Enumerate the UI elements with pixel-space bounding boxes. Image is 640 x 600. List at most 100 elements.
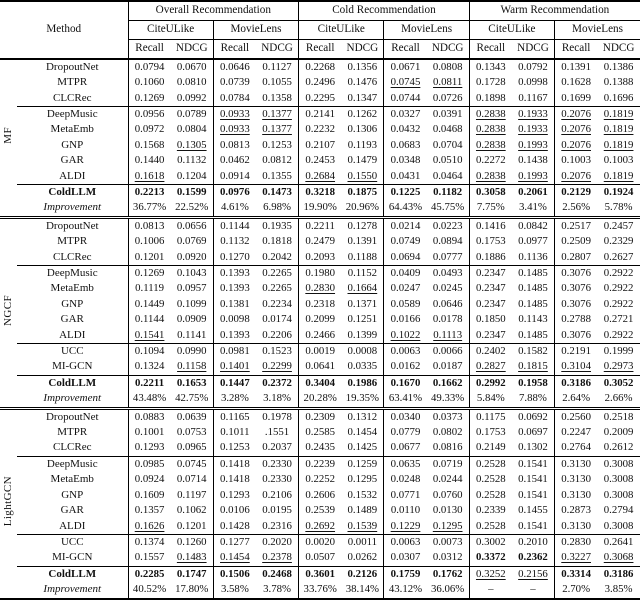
metric-value: 0.2339 xyxy=(468,503,512,519)
metric-value: 3.78% xyxy=(263,583,291,596)
metric-value: 0.0726 xyxy=(426,90,470,107)
metric-value: 0.2156 xyxy=(518,567,548,580)
metric-value: 0.1958 xyxy=(518,376,548,389)
metric-value: 0.0589 xyxy=(383,296,427,313)
metric-header-recall: Recall xyxy=(383,39,427,60)
metric-value: 0.0957 xyxy=(176,282,207,295)
metric-value: 40.52% xyxy=(127,582,171,599)
backbone-label-text: LightGCN xyxy=(2,476,14,527)
improvement-row: Improvement 43.48% 42.75% 3.28% 3.18% 20.28% 1… xyxy=(0,391,640,410)
metric-value: 0.1924 xyxy=(603,185,634,198)
metric-value: 0.2528 xyxy=(468,487,512,504)
metric-value: 0.2347 xyxy=(468,296,512,313)
metric-value: 0.2347 xyxy=(468,265,512,282)
metric-value: 0.1393 xyxy=(212,281,256,297)
metric-value: 0.0804 xyxy=(176,123,207,136)
metric-value: 0.0914 xyxy=(212,168,256,185)
metric-value: 0.2922 xyxy=(603,297,634,310)
metric-header-ndcg: NDCG xyxy=(597,39,640,60)
metric-value: 0.1485 xyxy=(518,267,548,279)
metric-value: 0.1152 xyxy=(347,267,377,279)
metric-value: 0.3130 xyxy=(554,456,598,473)
metric-value: 0.1759 xyxy=(383,566,427,583)
metric-value: 0.2612 xyxy=(597,440,640,457)
metric-value: 0.1728 xyxy=(468,75,512,91)
metric-value: 0.1260 xyxy=(176,535,207,548)
metric-value: 0.0998 xyxy=(518,76,548,89)
metric-value: 19.90% xyxy=(298,200,342,219)
method-header: Method xyxy=(0,1,128,60)
metric-value: 0.2247 xyxy=(554,425,598,441)
method-cell: DropoutNet xyxy=(45,410,99,423)
metric-value: 0.2378 xyxy=(255,550,299,567)
metric-value: 64.43% xyxy=(383,200,427,219)
metric-header-ndcg: NDCG xyxy=(511,39,555,60)
metric-value: 0.1485 xyxy=(511,327,555,345)
metric-value: 0.2692 xyxy=(298,518,342,535)
metric-value: 33.76% xyxy=(298,582,342,599)
metric-value: 0.0098 xyxy=(212,312,256,328)
metric-value: 0.2239 xyxy=(298,456,342,473)
metric-value: 0.2141 xyxy=(298,106,342,123)
metric-value: 0.0008 xyxy=(347,345,378,358)
metric-value: 0.2285 xyxy=(127,566,171,583)
metric-value: 0.0769 xyxy=(176,235,207,248)
table-row: GNP 0.1609 0.1197 0.1293 0.2106 0.2606 0.1532 0… xyxy=(0,487,640,504)
results-table-body: MF DropoutNet 0.0794 0.0670 0.0646 0.1127 0.22… xyxy=(0,58,640,599)
metric-value: 3.85% xyxy=(604,583,633,596)
metric-header-recall: Recall xyxy=(554,39,598,60)
metric-value: 0.1144 xyxy=(127,312,171,328)
metric-value: 7.75% xyxy=(468,200,512,219)
metric-value: 0.1391 xyxy=(347,235,378,248)
metric-value: 0.0745 xyxy=(383,75,427,91)
table-row: MTPR 0.1006 0.0769 0.1132 0.1818 0.2479 0.1391… xyxy=(0,234,640,250)
method-cell: MetaEmb xyxy=(50,123,94,136)
table-row: NGCF DropoutNet 0.0813 0.0656 0.1144 0.1935 0.… xyxy=(0,217,640,410)
metric-value: 0.2265 xyxy=(262,282,292,295)
metric-value: 0.0990 xyxy=(176,345,207,358)
method-cell: MTPR xyxy=(57,235,88,248)
metric-value: 0.0976 xyxy=(212,184,256,201)
metric-value: 0.1696 xyxy=(597,90,640,107)
method-cell: MI-GCN xyxy=(17,550,128,567)
metric-value: 0.0162 xyxy=(383,359,427,376)
metric-value: 0.0464 xyxy=(426,168,470,185)
table-row: LightGCN DropoutNet 0.0883 0.0639 0.1165 0.19… xyxy=(0,408,640,527)
metric-value: 0.1626 xyxy=(127,518,171,535)
improvement-row: Improvement 40.52% 17.80% 3.58% 3.78% 33.76% 3… xyxy=(0,582,640,599)
metric-value: 0.1001 xyxy=(127,425,171,441)
method-cell: GNP xyxy=(61,138,84,151)
metric-value: 0.1113 xyxy=(426,327,470,345)
table-row: DeepMusic 0.0985 0.0745 0.1418 0.2330 0.2239 0… xyxy=(0,456,640,473)
metric-value: 0.1747 xyxy=(176,567,207,580)
metric-value: 0.0174 xyxy=(262,313,292,326)
metric-value: 0.1425 xyxy=(341,440,384,457)
metric-value: 0.2585 xyxy=(298,425,342,441)
metric-value: 0.0248 xyxy=(383,472,427,488)
metric-value: 0.2347 xyxy=(468,281,512,297)
metric-value: 0.1898 xyxy=(468,90,512,107)
metric-value: 0.1132 xyxy=(212,234,256,250)
metric-value: 0.1933 xyxy=(518,107,548,120)
metric-header-ndcg: NDCG xyxy=(426,39,470,60)
metric-value: 19.35% xyxy=(341,391,384,410)
metric-value: 0.0894 xyxy=(432,235,463,248)
metric-value: 0.1819 xyxy=(603,107,634,120)
metric-value: 0.1416 xyxy=(468,217,512,235)
metric-value: 0.3008 xyxy=(603,473,634,486)
method-cell: GAR xyxy=(60,504,84,517)
metric-value: 0.3058 xyxy=(468,184,512,201)
metric-value: 0.0656 xyxy=(176,219,207,232)
metric-value: 0.1099 xyxy=(176,297,207,310)
metric-value: 0.1165 xyxy=(212,408,256,426)
metric-value: 0.1753 xyxy=(468,425,512,441)
metric-value: 0.0683 xyxy=(383,137,427,154)
metric-value: 0.3252 xyxy=(468,566,512,583)
metric-value: 0.1167 xyxy=(511,90,555,107)
metric-value: 0.2435 xyxy=(298,440,342,457)
metric-value: 0.2076 xyxy=(554,106,598,123)
metric-value: 0.3404 xyxy=(298,375,342,392)
metric-value: 0.1022 xyxy=(383,327,427,345)
metric-value: 0.2211 xyxy=(127,375,171,392)
metric-value: – xyxy=(468,582,512,599)
